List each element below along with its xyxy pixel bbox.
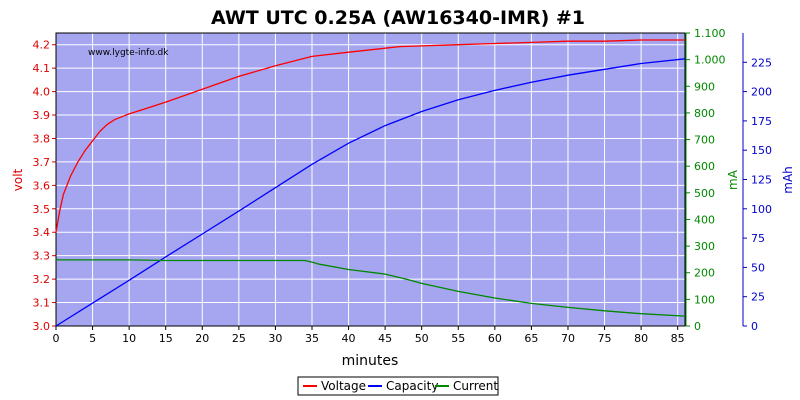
x-tick-label: 40 bbox=[342, 332, 356, 345]
y-tick-label-ma: 300 bbox=[694, 240, 715, 253]
y-tick-label-mah: 0 bbox=[751, 320, 758, 333]
y-tick-label-ma: 600 bbox=[694, 160, 715, 173]
x-tick-label: 10 bbox=[122, 332, 136, 345]
y-tick-label-mah: 150 bbox=[751, 144, 772, 157]
y-tick-label-ma: 900 bbox=[694, 80, 715, 93]
x-tick-label: 80 bbox=[634, 332, 648, 345]
y-tick-label-mah: 50 bbox=[751, 261, 765, 274]
legend-label-current: Current bbox=[453, 379, 498, 393]
y-tick-label-volt: 3.7 bbox=[33, 156, 51, 169]
y-axis-label-volt: volt bbox=[11, 168, 25, 191]
axes: 0 5 10 15 20 25 30 35 40 45 50 55 60 65 70 75 80 85 3.0 3.1… bbox=[33, 27, 773, 345]
x-tick-label: 65 bbox=[524, 332, 538, 345]
watermark: www.lygte-info.dk bbox=[88, 48, 169, 58]
y-tick-label-volt: 3.8 bbox=[33, 132, 51, 145]
series-line-voltage bbox=[55, 39, 685, 233]
y-tick-label-volt: 3.5 bbox=[33, 203, 51, 216]
y-tick-label-volt: 4.1 bbox=[33, 62, 51, 75]
grid bbox=[55, 33, 685, 327]
y-tick-label-ma: 500 bbox=[694, 187, 715, 200]
legend-box bbox=[297, 376, 499, 396]
x-tick-label: 20 bbox=[195, 332, 209, 345]
x-tick-label: 55 bbox=[451, 332, 465, 345]
y-tick-label-ma: 800 bbox=[694, 107, 715, 120]
series-line-current bbox=[55, 258, 686, 317]
y-tick-label-volt: 3.4 bbox=[33, 226, 51, 239]
y-tick-label-volt: 3.6 bbox=[33, 179, 51, 192]
x-tick-label: 50 bbox=[415, 332, 429, 345]
y-tick-label-mah: 225 bbox=[751, 56, 772, 69]
x-tick-label: 15 bbox=[159, 332, 173, 345]
y-tick-label-mah: 75 bbox=[751, 232, 765, 245]
y-tick-label-volt: 4.2 bbox=[33, 39, 51, 52]
x-tick-label: 35 bbox=[305, 332, 319, 345]
plot-area bbox=[56, 33, 685, 326]
legend: Voltage Capacity Current bbox=[297, 376, 499, 396]
x-tick-label: 0 bbox=[53, 332, 60, 345]
x-tick-label: 85 bbox=[671, 332, 685, 345]
x-tick-label: 70 bbox=[561, 332, 575, 345]
y-axis-label-mah: mAh bbox=[781, 166, 795, 194]
y-tick-label-mah: 125 bbox=[751, 174, 772, 187]
y-tick-label-ma: 400 bbox=[694, 213, 715, 226]
x-axis-label: minutes bbox=[342, 353, 399, 369]
series-lines bbox=[55, 39, 686, 327]
y-tick-label-mah: 25 bbox=[751, 291, 765, 304]
x-tick-label: 30 bbox=[268, 332, 282, 345]
y-tick-label-volt: 3.0 bbox=[33, 320, 51, 333]
y-tick-label-mah: 200 bbox=[751, 86, 772, 99]
legend-label-capacity: Capacity bbox=[386, 379, 438, 393]
y-tick-label-ma: 0 bbox=[694, 320, 701, 333]
y-tick-label-ma: 200 bbox=[694, 267, 715, 280]
y-tick-label-volt: 3.2 bbox=[33, 273, 51, 286]
y-axis-label-ma: mA bbox=[726, 169, 740, 190]
y-tick-label-volt: 4.0 bbox=[33, 86, 51, 99]
x-tick-label: 5 bbox=[89, 332, 96, 345]
y-tick-label-volt: 3.9 bbox=[33, 109, 51, 122]
x-tick-label: 45 bbox=[378, 332, 392, 345]
y-tick-label-ma: 1.100 bbox=[694, 27, 726, 40]
chart-title: AWT UTC 0.25A (AW16340-IMR) #1 bbox=[211, 7, 585, 29]
x-tick-label: 25 bbox=[232, 332, 246, 345]
x-tick-label: 60 bbox=[488, 332, 502, 345]
y-tick-label-volt: 3.1 bbox=[33, 297, 51, 310]
legend-label-voltage: Voltage bbox=[321, 379, 366, 393]
y-tick-label-ma: 1.000 bbox=[694, 54, 726, 67]
y-tick-label-mah: 100 bbox=[751, 203, 772, 216]
y-tick-label-ma: 700 bbox=[694, 134, 715, 147]
y-tick-label-mah: 175 bbox=[751, 115, 772, 128]
y-tick-label-volt: 3.3 bbox=[33, 250, 51, 263]
plot-border bbox=[55, 32, 686, 327]
y-tick-label-ma: 100 bbox=[694, 293, 715, 306]
x-tick-label: 75 bbox=[598, 332, 612, 345]
